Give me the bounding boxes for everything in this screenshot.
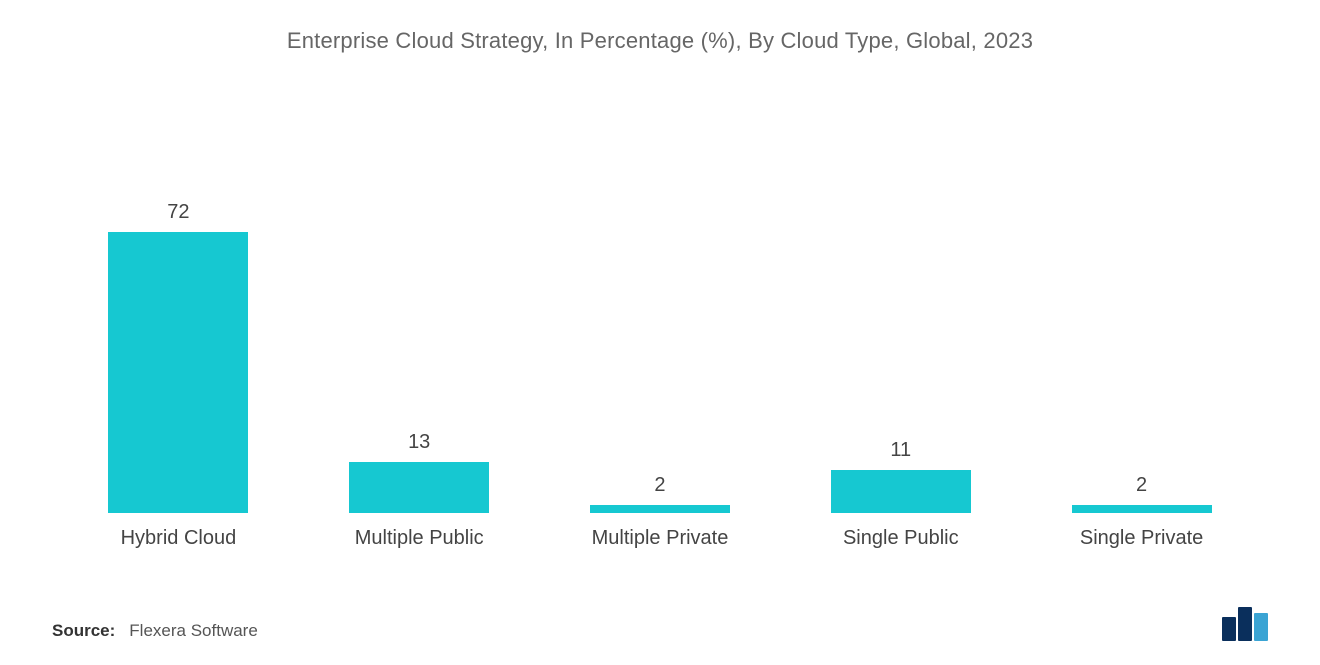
chart-title: Enterprise Cloud Strategy, In Percentage… — [48, 28, 1272, 54]
bar-value-label: 13 — [408, 431, 430, 454]
brand-logo — [1222, 607, 1268, 641]
bar — [590, 505, 730, 513]
source-value: Flexera Software — [129, 621, 258, 641]
source: Source: Flexera Software — [52, 621, 258, 641]
chart-container: Enterprise Cloud Strategy, In Percentage… — [0, 0, 1320, 665]
bar — [1072, 505, 1212, 513]
bar-column: 72 Hybrid Cloud — [58, 114, 299, 553]
bar-column: 13 Multiple Public — [299, 114, 540, 553]
bar-category-label: Multiple Public — [355, 527, 484, 553]
plot-area: 72 Hybrid Cloud 13 Multiple Public 2 Multiple… — [48, 54, 1272, 553]
source-label: Source: — [52, 621, 115, 641]
logo-bar-icon — [1254, 613, 1268, 641]
bar-category-label: Single Private — [1080, 527, 1203, 553]
bar-category-label: Multiple Private — [592, 527, 729, 553]
logo-bar-icon — [1238, 607, 1252, 641]
footer-row: Source: Flexera Software — [48, 607, 1272, 641]
bar — [108, 232, 248, 513]
bar-value-label: 72 — [167, 201, 189, 224]
bar-value-label: 11 — [890, 439, 911, 462]
bar-category-label: Single Public — [843, 527, 959, 553]
bar-column: 2 Single Private — [1021, 114, 1262, 553]
bar-category-label: Hybrid Cloud — [121, 527, 237, 553]
bar-column: 11 Single Public — [780, 114, 1021, 553]
bar — [831, 470, 971, 513]
bar-column: 2 Multiple Private — [540, 114, 781, 553]
bar-value-label: 2 — [654, 474, 665, 497]
bar — [349, 462, 489, 513]
bar-value-label: 2 — [1136, 474, 1147, 497]
logo-bar-icon — [1222, 617, 1236, 641]
